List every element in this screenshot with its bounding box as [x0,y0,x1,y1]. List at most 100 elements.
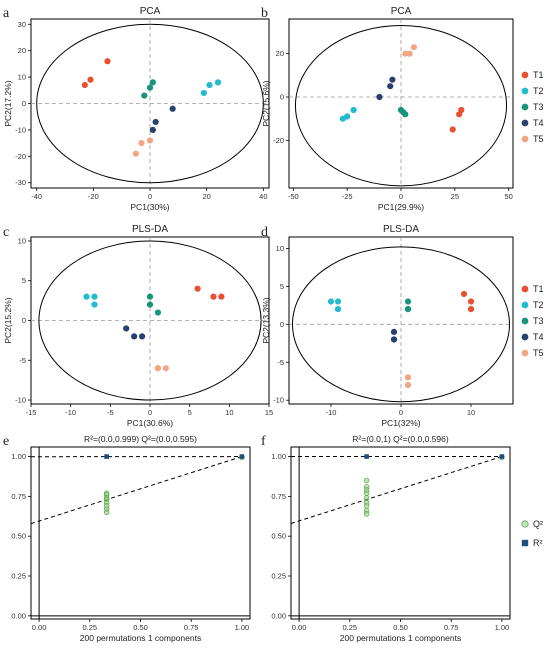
point-t4 [389,76,396,83]
r2-point [104,454,109,459]
y-tick-label: 30 [18,20,26,29]
panel-letter: b [261,6,268,21]
y-tick-label: 0.00 [271,611,286,620]
legend-marker-t1 [521,71,529,79]
confidence-ellipse [36,23,264,184]
point-t2 [350,106,357,114]
panel-title: PCA [391,6,412,17]
legend-marker-t5 [521,135,529,143]
y-tick-label: 5 [280,282,284,291]
plot-frame [30,446,251,620]
point-t2 [327,298,335,305]
panel-letter: c [3,225,9,240]
x-tick-label: 0.00 [292,623,307,632]
x-tick-label: -40 [31,192,42,201]
x-tick-label: 1.00 [235,623,250,632]
point-t1 [467,298,475,305]
legend-marker-t1 [521,285,529,293]
panel-title: PCA [140,6,161,17]
r2-point [364,454,369,459]
point-t5 [406,50,413,57]
legend-label: Q² [533,519,543,529]
point-t3 [149,79,156,86]
point-t2 [91,293,98,300]
x-tick-label: 40 [259,192,267,201]
group-legend-middle: T1 T2 T3 T4 T5 [521,284,544,358]
y-tick-label: 0.75 [271,492,286,501]
group-legend-top: T1 T2 T3 T4 T5 [521,70,544,144]
point-t3 [404,306,412,313]
y-tick-label: 10 [18,236,26,245]
legend-marker-t2 [521,301,529,309]
point-t5 [132,150,139,157]
point-t5 [146,137,154,144]
point-t1 [467,306,475,313]
legend-marker-t4 [521,333,529,341]
point-t1 [460,290,468,298]
confidence-ellipse [38,240,262,401]
x-tick-label: -5 [107,408,114,417]
x-tick-label: -20 [88,192,99,201]
point-t4 [138,333,146,340]
q2-point [363,477,370,484]
y-tick-label: 0.25 [271,572,286,581]
x-tick-label: 50 [505,192,513,201]
point-t3 [154,309,162,316]
x-tick-label: 0.50 [393,623,408,632]
panel-b: b PCA -50 -25 0 25 50 -20 0 20 PC1(29.9%) PC2(15.6%… [261,6,514,212]
panel-title: PLS-DA [383,224,419,235]
y-tick-label: 0.00 [11,611,26,620]
panel-f: f R²=(0.0,1) Q²=(0.0,0.596) 0.00 0.25 0.50 0.… [261,434,511,643]
y-tick-label: 0.25 [11,572,26,581]
legend-marker-t5 [521,349,529,357]
legend-label: T5 [533,134,544,144]
legend-label: T4 [533,118,544,128]
x-tick-label: 25 [451,192,459,201]
legend-marker-r2 [521,539,529,547]
x-tick-label: 1.00 [495,623,510,632]
panel-title: PLS-DA [132,224,168,235]
x-tick-label: 20 [202,192,210,201]
q2-regression-line [30,456,243,525]
y-axis-label: PC2(15.6%) [261,80,271,126]
y-tick-label: 1.00 [11,452,26,461]
point-t1 [81,81,88,89]
point-t5 [138,140,145,147]
point-t4 [390,328,398,335]
y-tick-label: -10 [15,396,26,405]
point-t2 [83,293,90,300]
y-tick-label: 0.50 [271,532,286,541]
x-tick-label: 10 [467,408,475,417]
point-t5 [154,365,162,372]
point-t4 [123,325,130,332]
point-t1 [218,293,225,300]
y-tick-label: -10 [15,125,26,134]
y-tick-label: -30 [15,178,26,187]
x-axis-label: PC1(30.6%) [127,418,173,428]
point-t2 [344,113,351,120]
point-t1 [449,126,456,133]
y-axis-label: PC2(13.3%) [261,297,271,343]
y-tick-label: -20 [15,152,26,161]
x-tick-label: 0.50 [133,623,148,632]
y-tick-label: 1.00 [271,452,286,461]
panel-c: c PLS-DA-15 -10 -5 0 5 10 15-10-50510PC1(30.6%)… [3,224,273,428]
point-t5 [402,50,409,57]
point-t2 [334,298,342,305]
point-t1 [87,76,94,83]
point-t2 [334,306,342,313]
x-axis-label: 200 permutations 1 components [340,633,461,643]
legend-label: T4 [533,332,544,342]
point-t4 [376,93,383,101]
y-tick-label: 20 [18,46,26,55]
point-t1 [458,106,465,114]
panel-letter: d [261,225,268,240]
x-tick-label: 0 [148,192,152,201]
point-t5 [162,365,169,372]
r2-point [499,454,505,459]
y-tick-label: 10 [276,244,284,253]
x-tick-label: -10 [326,408,337,417]
panel-letter: f [261,434,266,449]
y-axis-label: PC2(17.2%) [3,80,13,126]
